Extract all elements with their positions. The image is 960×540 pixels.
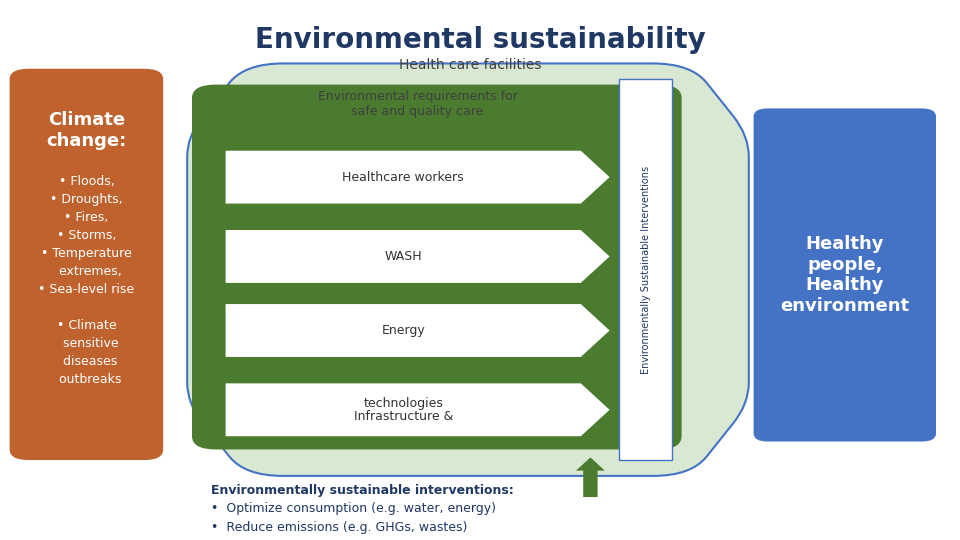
Text: Climate
change:: Climate change: — [46, 111, 127, 150]
FancyBboxPatch shape — [619, 79, 672, 460]
Text: Infrastructure &: Infrastructure & — [353, 410, 453, 423]
Text: Health care facilities: Health care facilities — [399, 58, 541, 72]
Text: •  Optimize consumption (e.g. water, energy)
•  Reduce emissions (e.g. GHGs, was: • Optimize consumption (e.g. water, ener… — [211, 502, 496, 535]
Text: Energy: Energy — [381, 324, 425, 337]
PathPatch shape — [226, 230, 610, 283]
Text: Environmentally Sustainable Interventions: Environmentally Sustainable Intervention… — [640, 166, 651, 374]
FancyBboxPatch shape — [754, 109, 936, 442]
FancyArrow shape — [576, 457, 605, 497]
FancyBboxPatch shape — [192, 85, 682, 449]
Text: Healthcare workers: Healthcare workers — [343, 171, 464, 184]
Text: Environmental sustainability: Environmental sustainability — [254, 26, 706, 55]
PathPatch shape — [226, 304, 610, 357]
Text: technologies: technologies — [363, 397, 444, 410]
PathPatch shape — [226, 151, 610, 204]
PathPatch shape — [187, 64, 749, 476]
PathPatch shape — [226, 383, 610, 436]
Text: Environmentally sustainable interventions:: Environmentally sustainable intervention… — [211, 484, 514, 497]
Text: WASH: WASH — [384, 250, 422, 263]
FancyBboxPatch shape — [10, 69, 163, 460]
Text: • Floods,
• Droughts,
• Fires,
• Storms,
• Temperature
  extremes,
• Sea-level r: • Floods, • Droughts, • Fires, • Storms,… — [38, 174, 134, 386]
Text: Environmental requirements for
safe and quality care: Environmental requirements for safe and … — [318, 90, 517, 118]
Text: Healthy
people,
Healthy
environment: Healthy people, Healthy environment — [780, 235, 909, 315]
